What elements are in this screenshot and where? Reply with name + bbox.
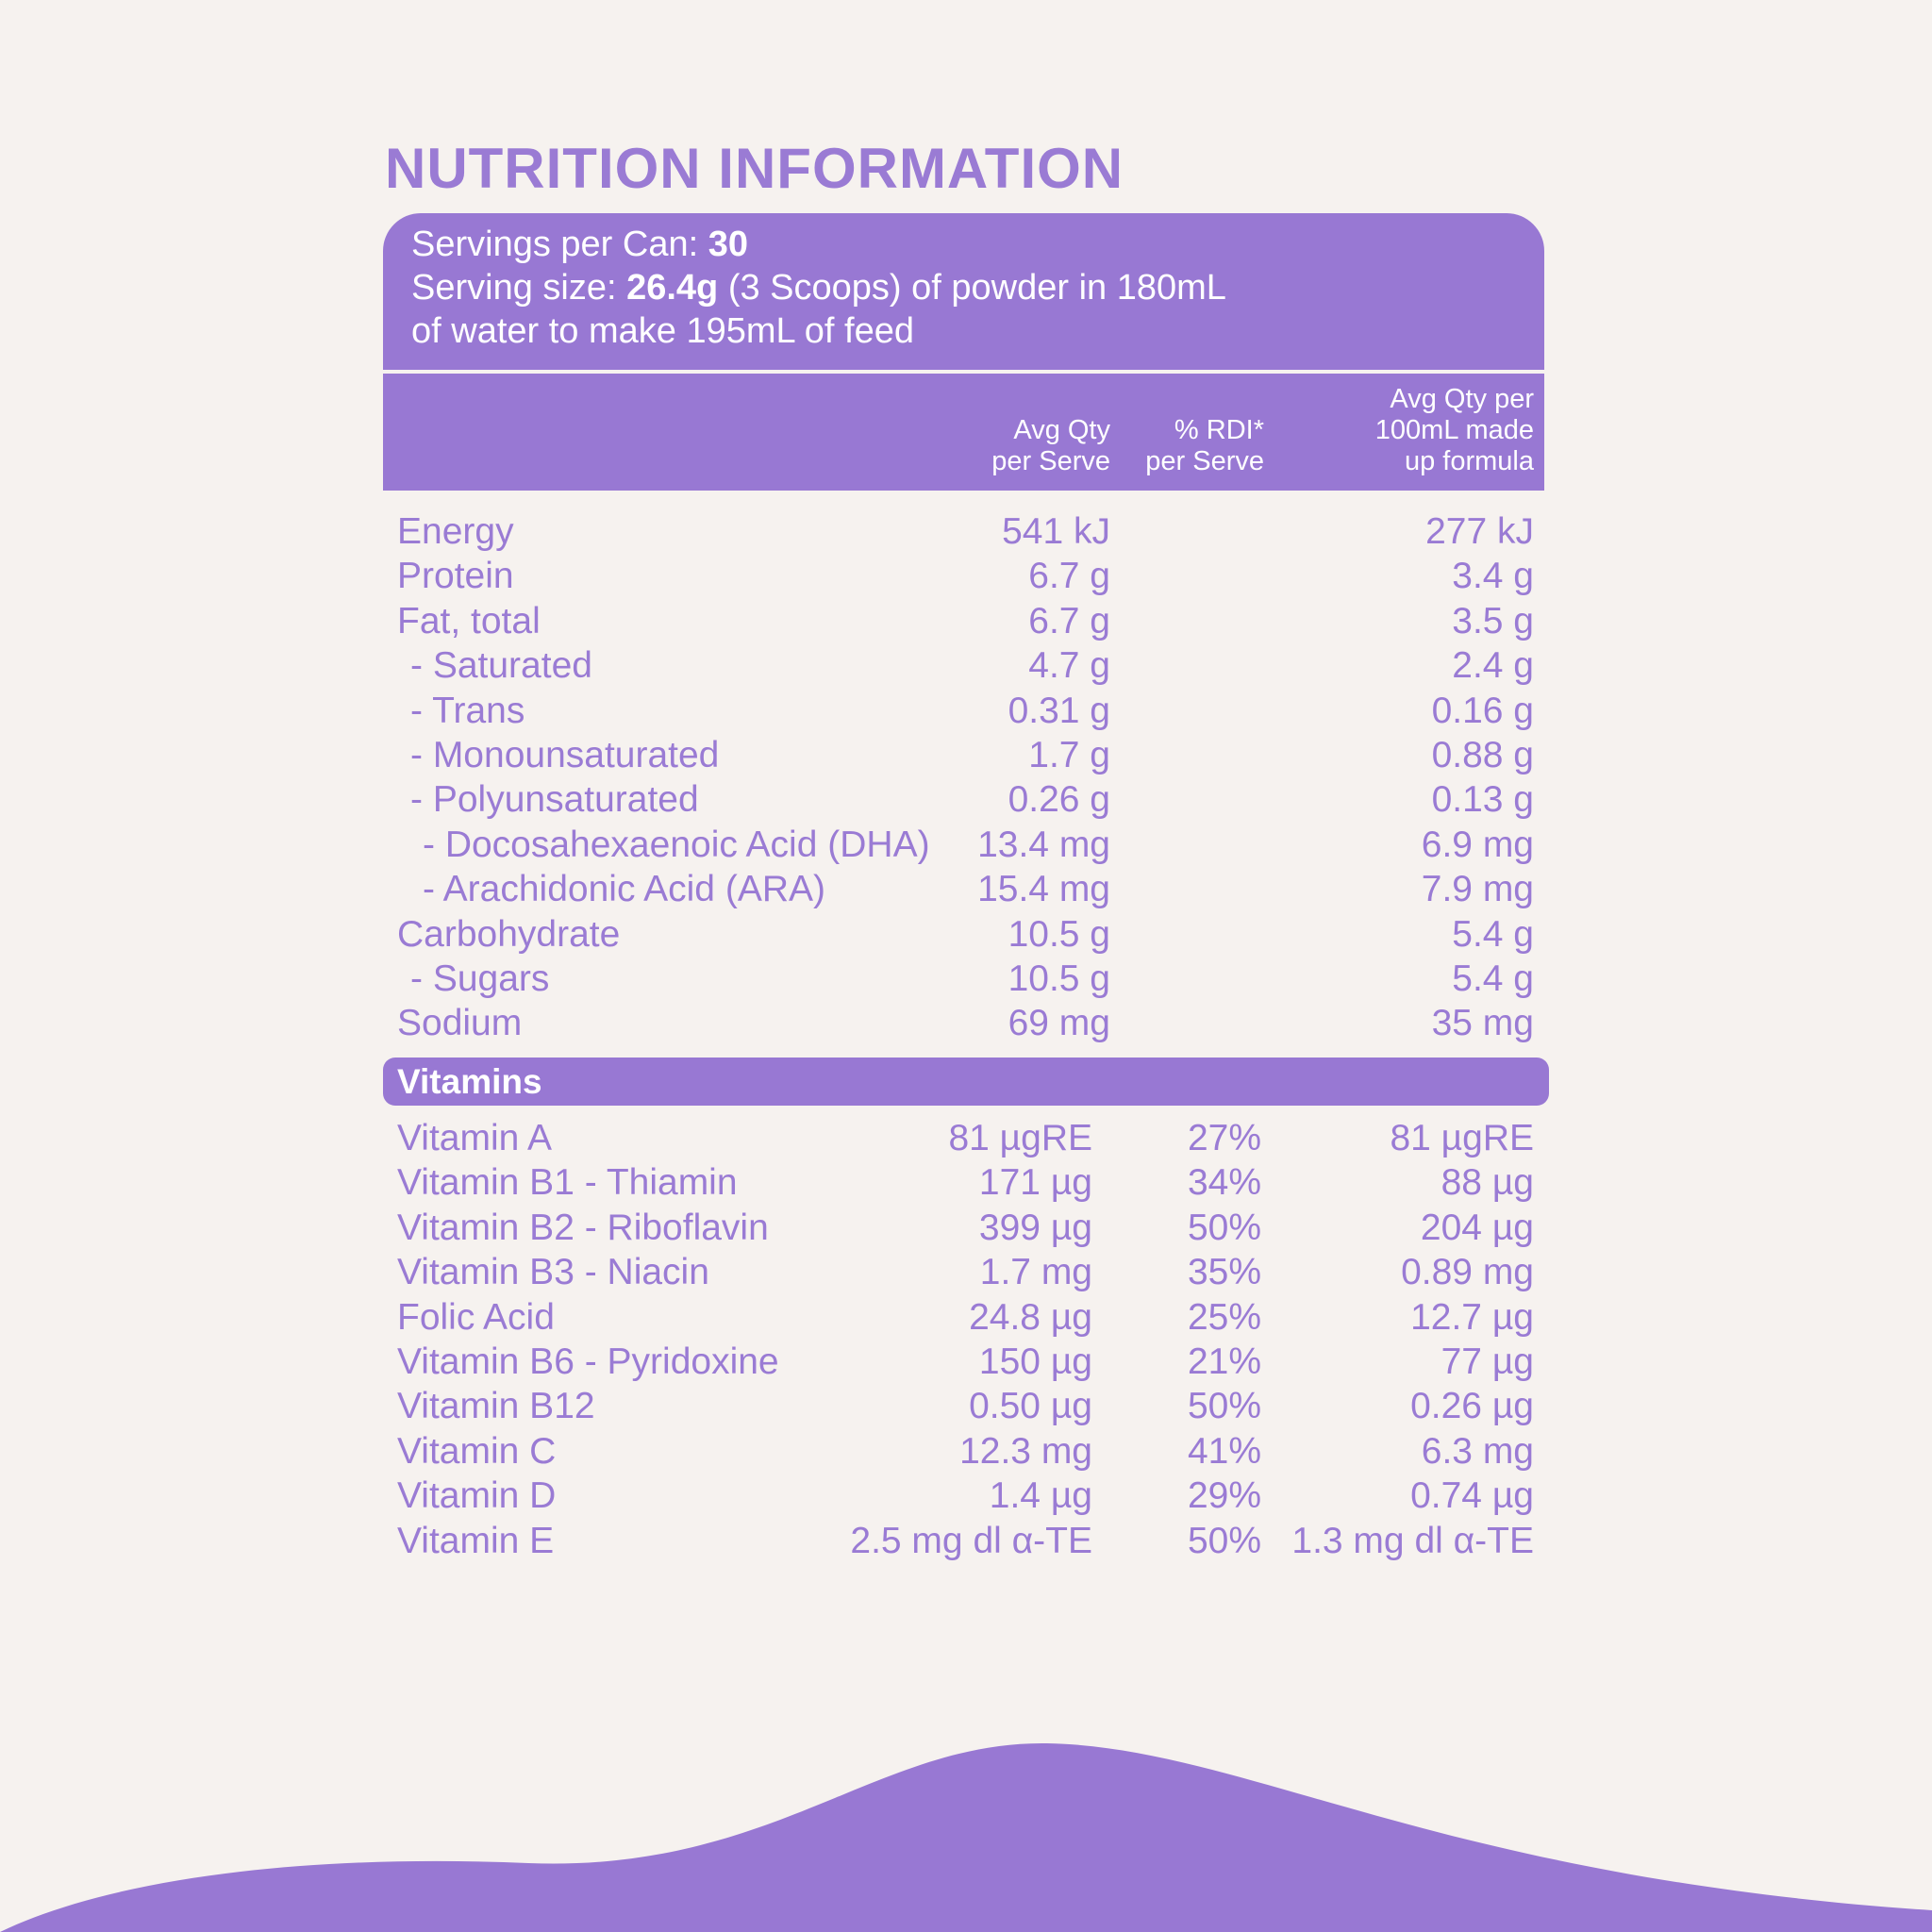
vitamin-name: Vitamin B2 - Riboflavin <box>397 1207 769 1248</box>
per-100ml: 2.4 g <box>1452 645 1534 687</box>
per-serve: 4.7 g <box>1028 645 1110 687</box>
per-serve: 1.4 µg <box>989 1475 1092 1517</box>
serving-size-line: Serving size: 26.4g (3 Scoops) of powder… <box>411 268 1226 308</box>
nutrient-name: - Monounsaturated <box>410 735 720 775</box>
vitamin-name: Vitamin B3 - Niacin <box>397 1252 709 1293</box>
per-serve: 6.7 g <box>1028 556 1110 597</box>
per-100ml: 12.7 µg <box>1410 1296 1534 1338</box>
vitamins-title: Vitamins <box>397 1062 542 1101</box>
title: NUTRITION INFORMATION <box>385 137 1124 200</box>
vitamin-name: Vitamin B6 - Pyridoxine <box>397 1341 779 1382</box>
vitamin-name: Vitamin E <box>397 1520 555 1561</box>
vitamin-name: Folic Acid <box>397 1296 555 1338</box>
per-100ml: 6.9 mg <box>1421 824 1534 865</box>
per-100ml: 0.88 g <box>1431 735 1534 775</box>
serving-size-label: Serving size: <box>411 268 627 308</box>
per-100ml: 3.5 g <box>1452 600 1534 641</box>
per-100ml: 35 mg <box>1431 1003 1534 1044</box>
per-serve: 2.5 mg dl α-TE <box>850 1520 1092 1561</box>
per-100ml: 5.4 g <box>1452 958 1534 999</box>
serving-size-line2: of water to make 195mL of feed <box>411 311 915 351</box>
per-serve: 24.8 µg <box>969 1296 1092 1338</box>
per-serve: 0.31 g <box>1008 690 1110 731</box>
nutrient-name: - Arachidonic Acid (ARA) <box>423 869 826 910</box>
per-serve: 171 µg <box>978 1162 1092 1204</box>
per-100ml: 0.26 µg <box>1410 1386 1534 1427</box>
per-100ml: 5.4 g <box>1452 913 1534 955</box>
per-serve: 10.5 g <box>1008 913 1110 955</box>
vitamin-name: Vitamin A <box>397 1118 553 1158</box>
per-serve: 10.5 g <box>1008 958 1110 999</box>
rdi: 27% <box>1187 1118 1261 1158</box>
servings-line: Servings per Can: 30 <box>411 225 748 265</box>
wave <box>0 1742 1932 1932</box>
vitamin-name: Vitamin B12 <box>397 1386 595 1427</box>
per-100ml: 0.74 µg <box>1410 1475 1534 1517</box>
rdi: 41% <box>1187 1430 1261 1472</box>
per-serve: 13.4 mg <box>977 824 1110 865</box>
rdi: 35% <box>1187 1252 1261 1293</box>
per-100ml: 0.13 g <box>1431 779 1534 821</box>
per-serve: 69 mg <box>1008 1003 1110 1044</box>
serving-size-text: (3 Scoops) of powder in 180mL <box>718 268 1226 308</box>
nutrient-name: - Sugars <box>410 958 550 999</box>
per-100ml: 0.89 mg <box>1401 1252 1534 1293</box>
nutrient-name: - Saturated <box>410 645 592 687</box>
nutrient-name: Carbohydrate <box>397 913 621 955</box>
servings-box <box>383 213 1544 370</box>
per-100ml: 0.16 g <box>1431 690 1534 731</box>
per-100ml: 204 µg <box>1420 1207 1534 1248</box>
vitamin-name: Vitamin B1 - Thiamin <box>397 1162 738 1204</box>
rdi: 50% <box>1187 1520 1261 1561</box>
rdi: 50% <box>1187 1386 1261 1427</box>
per-serve: 0.50 µg <box>969 1386 1092 1427</box>
vitamin-name: Vitamin C <box>397 1430 557 1472</box>
rdi: 50% <box>1187 1207 1261 1248</box>
column-header: Avg Qty <box>1013 415 1110 445</box>
rdi: 29% <box>1187 1475 1261 1517</box>
per-serve: 541 kJ <box>1002 511 1110 552</box>
column-header-box <box>383 374 1544 491</box>
column-header: up formula <box>1404 446 1534 476</box>
rdi: 34% <box>1187 1162 1261 1204</box>
nutrient-name: Fat, total <box>397 600 541 641</box>
per-100ml: 88 µg <box>1441 1162 1534 1204</box>
per-100ml: 7.9 mg <box>1421 869 1534 910</box>
servings-label: Servings per Can: <box>411 225 708 264</box>
per-100ml: 81 µgRE <box>1390 1118 1534 1158</box>
per-100ml: 77 µg <box>1441 1341 1534 1382</box>
nutrient-name: Sodium <box>397 1003 523 1044</box>
column-header: 100mL made <box>1374 415 1534 445</box>
per-serve: 1.7 g <box>1028 735 1110 775</box>
per-serve: 6.7 g <box>1028 600 1110 641</box>
per-100ml: 1.3 mg dl α-TE <box>1291 1520 1534 1561</box>
per-100ml: 6.3 mg <box>1421 1430 1534 1472</box>
column-header: % RDI* <box>1174 415 1264 445</box>
per-serve: 399 µg <box>978 1207 1092 1248</box>
per-serve: 0.26 g <box>1008 779 1110 821</box>
rdi: 25% <box>1187 1296 1261 1338</box>
per-serve: 12.3 mg <box>959 1430 1092 1472</box>
nutrient-name: Protein <box>397 556 514 597</box>
column-header: per Serve <box>1145 446 1264 476</box>
vitamins-bar <box>383 1058 1549 1106</box>
serving-size-value: 26.4g <box>626 268 719 308</box>
column-header: Avg Qty per <box>1390 384 1534 414</box>
per-serve: 81 µgRE <box>948 1118 1092 1158</box>
per-serve: 1.7 mg <box>979 1252 1092 1293</box>
nutrient-name: - Docosahexaenoic Acid (DHA) <box>423 824 930 865</box>
nutrient-name: Energy <box>397 511 514 552</box>
column-header: per Serve <box>991 446 1110 476</box>
nutrient-name: - Trans <box>410 690 525 731</box>
vitamin-name: Vitamin D <box>397 1475 557 1517</box>
per-100ml: 277 kJ <box>1425 511 1534 552</box>
per-serve: 150 µg <box>978 1341 1092 1382</box>
per-serve: 15.4 mg <box>977 869 1110 910</box>
per-100ml: 3.4 g <box>1452 556 1534 597</box>
rdi: 21% <box>1187 1341 1261 1382</box>
nutrient-name: - Polyunsaturated <box>410 779 699 821</box>
servings-value: 30 <box>708 225 748 264</box>
